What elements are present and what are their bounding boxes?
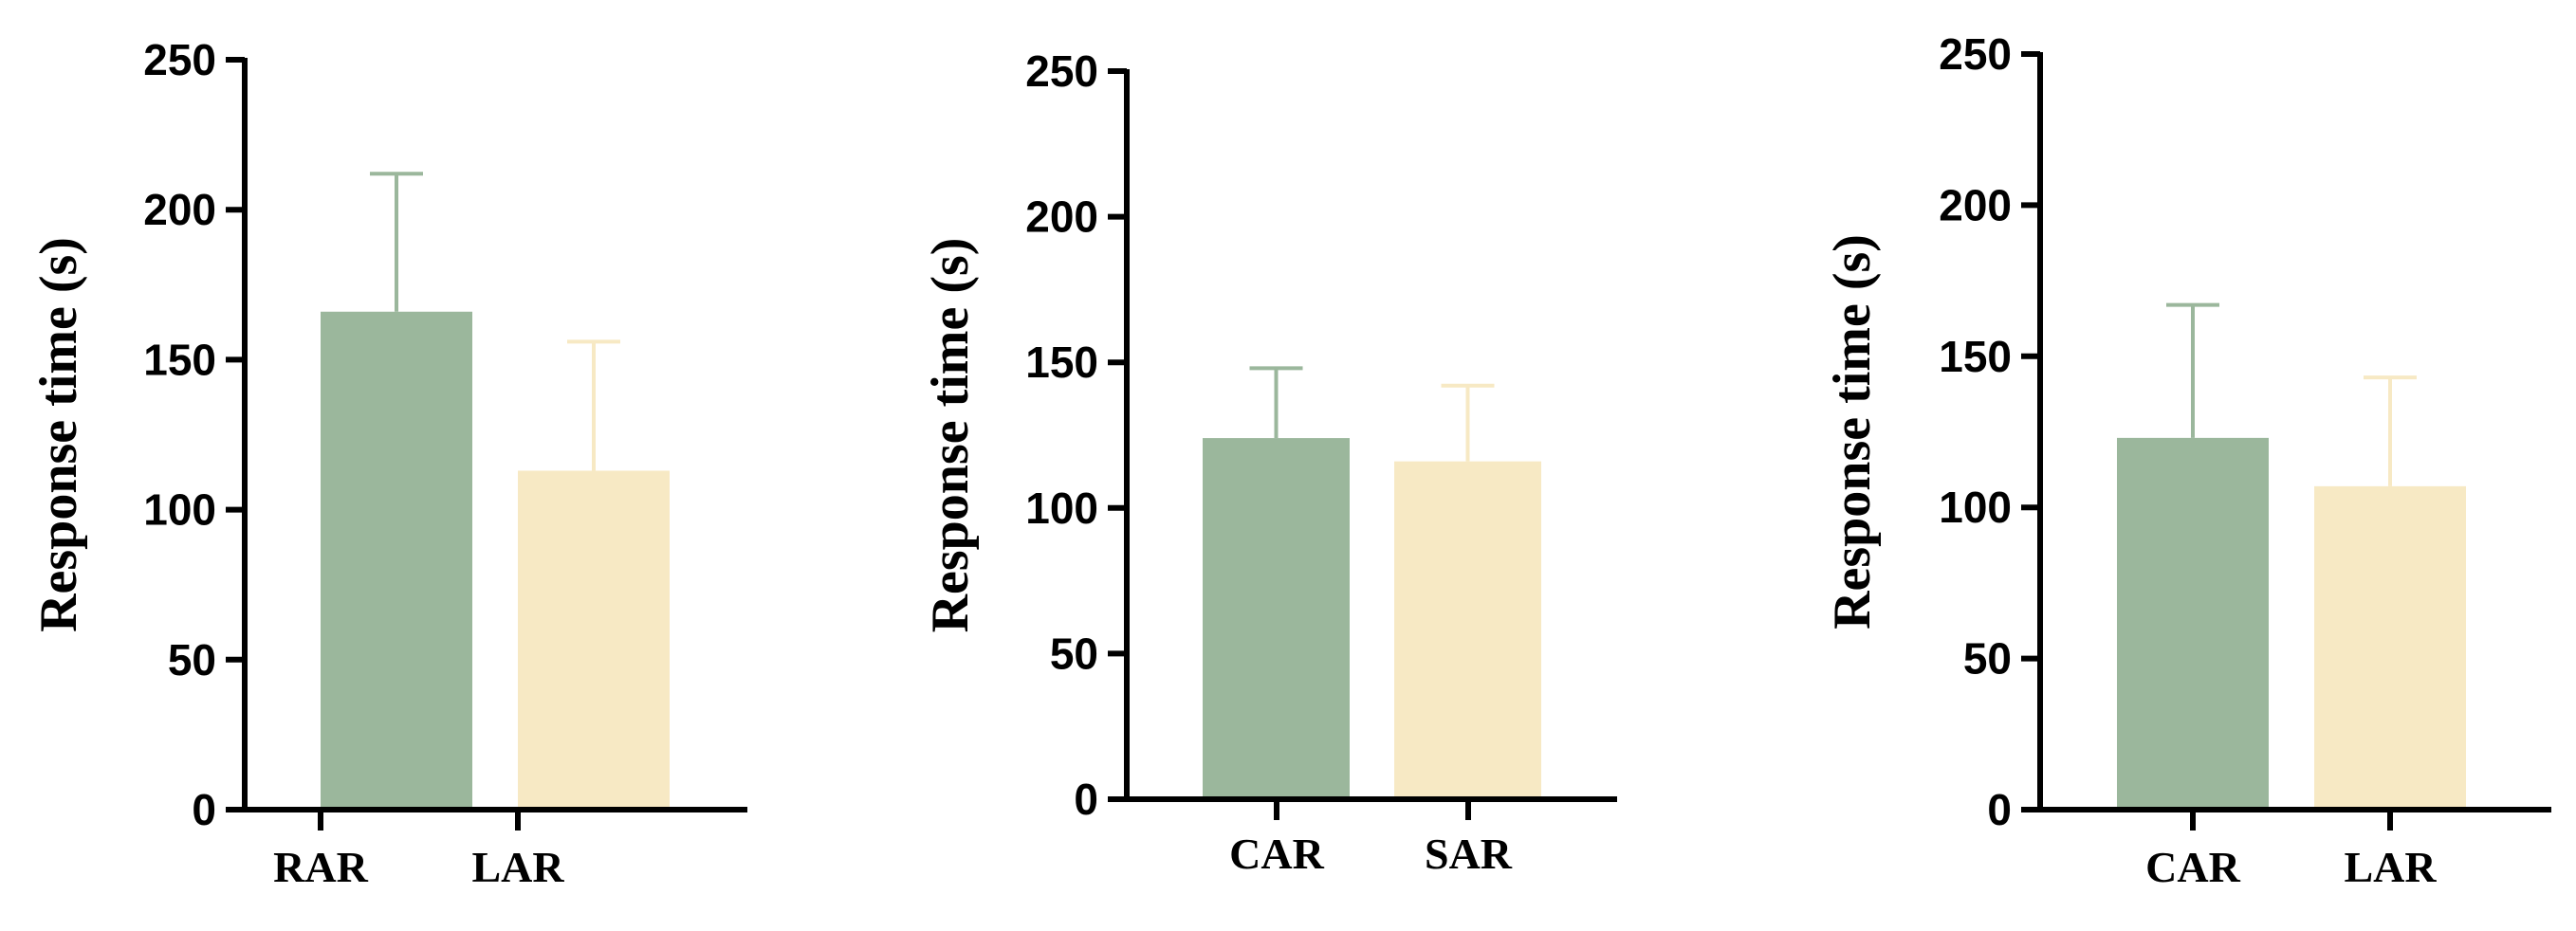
y-tick-label: 0: [192, 785, 216, 834]
y-tick-label: 200: [1939, 180, 2012, 229]
y-tick-label: 250: [1939, 29, 2012, 79]
y-axis-title: Response time (s): [921, 238, 980, 633]
y-tick-label: 100: [1025, 484, 1098, 533]
y-tick-label: 250: [143, 35, 216, 84]
y-tick-label: 150: [1025, 338, 1098, 387]
bar-sar: [1394, 461, 1541, 799]
y-tick-label: 250: [1025, 46, 1098, 96]
bar-lar: [518, 470, 670, 810]
chart-panel-1: 0 50 100 150 200 250 RAR LAR Response time (s): [29, 35, 747, 891]
bar-car: [2117, 437, 2269, 810]
y-tick-label: 200: [143, 185, 216, 234]
y-axis-title: Response time (s): [29, 237, 88, 632]
x-category-label-car: CAR: [1229, 830, 1324, 878]
x-category-label-lar: LAR: [2344, 843, 2437, 891]
x-category-label-car: CAR: [2145, 843, 2240, 891]
y-tick-label: 100: [143, 485, 216, 535]
y-tick-label: 50: [1963, 634, 2012, 684]
bar-lar: [2314, 485, 2466, 810]
x-category-label-sar: SAR: [1425, 830, 1513, 878]
y-tick-label: 50: [168, 635, 216, 685]
x-category-label-lar: LAR: [471, 843, 564, 891]
y-tick-label: 100: [1939, 483, 2012, 532]
y-tick-label: 0: [1987, 785, 2012, 834]
bar-rar: [321, 311, 472, 810]
y-tick-label: 50: [1050, 629, 1098, 678]
y-tick-label: 150: [1939, 332, 2012, 381]
y-tick-label: 200: [1025, 192, 1098, 242]
y-tick-label: 150: [143, 335, 216, 384]
y-tick-label: 0: [1074, 775, 1098, 824]
y-axis-title: Response time (s): [1823, 234, 1882, 630]
chart-panel-3: 0 50 100 150 200 250 CAR LAR Response time (s): [1823, 29, 2551, 891]
chart-panel-2: 0 50 100 150 200 250 CAR SAR Response time (s): [921, 46, 1617, 878]
x-category-label-rar: RAR: [273, 843, 368, 891]
bar-car: [1203, 438, 1350, 799]
